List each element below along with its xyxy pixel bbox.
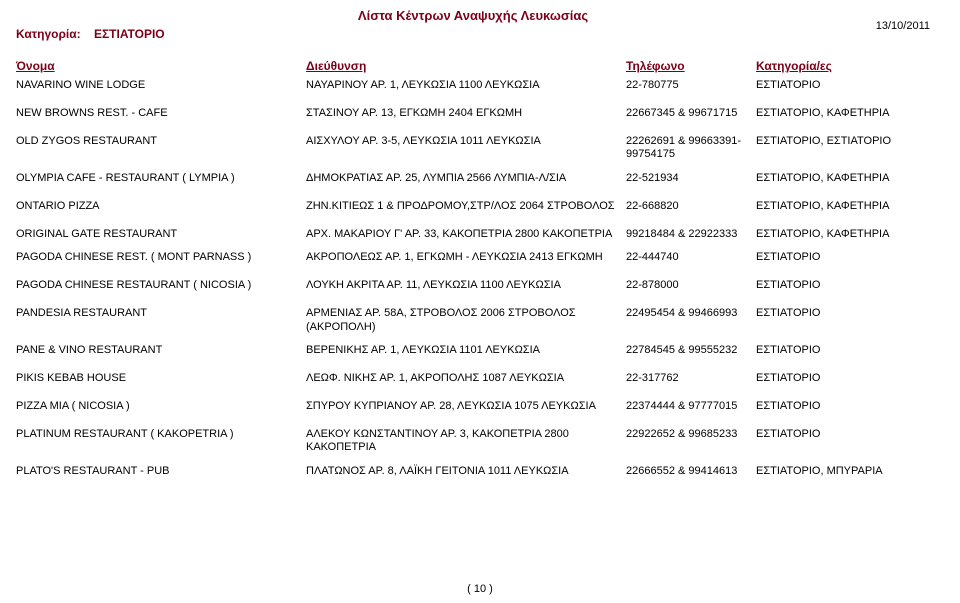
cell-category: ΕΣΤΙΑΤΟΡΙΟ [756,279,930,293]
report-page: Λίστα Κέντρων Αναψυχής Λευκωσίας 13/10/2… [0,0,960,603]
table-row: NAVARINO WINE LODGEΝΑΥΑΡΙΝΟΥ ΑΡ. 1, ΛΕΥΚ… [16,79,930,93]
cell-address: ΝΑΥΑΡΙΝΟΥ ΑΡ. 1, ΛΕΥΚΩΣΙΑ 1100 ΛΕΥΚΩΣΙΑ [306,79,626,93]
header-address: Διεύθυνση [306,59,366,73]
table-row: PIKIS KEBAB HOUSEΛΕΩΦ. ΝΙΚΗΣ ΑΡ. 1, ΑΚΡΟ… [16,372,930,386]
report-title: Λίστα Κέντρων Αναψυχής Λευκωσίας [16,8,930,23]
cell-phone: 22-668820 [626,200,756,214]
table-row: PANDESIA RESTAURANTΑΡΜΕΝΙΑΣ ΑΡ. 58Α, ΣΤΡ… [16,307,930,335]
cell-phone: 22-878000 [626,279,756,293]
cell-phone: 22495454 & 99466993 [626,307,756,321]
cell-name: NEW BROWNS REST. - CAFE [16,107,306,121]
cell-phone: 22666552 & 99414613 [626,465,756,479]
header-categories: Κατηγορία/ες [756,59,832,73]
cell-name: PAGODA CHINESE RESTAURANT ( NICOSIA ) [16,279,306,293]
cell-category: ΕΣΤΙΑΤΟΡΙΟ [756,400,930,414]
cell-category: ΕΣΤΙΑΤΟΡΙΟ [756,79,930,93]
cell-address: ΑΙΣΧΥΛΟΥ ΑΡ. 3-5, ΛΕΥΚΩΣΙΑ 1011 ΛΕΥΚΩΣΙΑ [306,135,626,149]
cell-phone: 22262691 & 99663391-99754175 [626,135,756,163]
category-value: ΕΣΤΙΑΤΟΡΙΟ [94,27,165,41]
cell-address: ΣΠΥΡΟΥ ΚΥΠΡΙΑΝΟΥ ΑΡ. 28, ΛΕΥΚΩΣΙΑ 1075 Λ… [306,400,626,414]
table-row: PAGODA CHINESE RESTAURANT ( NICOSIA )ΛΟΥ… [16,279,930,293]
report-date: 13/10/2011 [876,20,930,32]
page-footer: ( 10 ) [0,583,960,595]
table-row: PAGODA CHINESE REST. ( MONT PARNASS )ΑΚΡ… [16,251,930,265]
cell-category: ΕΣΤΙΑΤΟΡΙΟ [756,344,930,358]
cell-phone: 22-780775 [626,79,756,93]
cell-name: PLATINUM RESTAURANT ( KAKOPETRIA ) [16,428,306,442]
cell-address: ΑΚΡΟΠΟΛΕΩΣ ΑΡ. 1, ΕΓΚΩΜΗ - ΛΕΥΚΩΣΙΑ 2413… [306,251,626,265]
cell-category: ΕΣΤΙΑΤΟΡΙΟ, ΚΑΦΕΤΗΡΙΑ [756,228,930,242]
cell-address: ΔΗΜΟΚΡΑΤΙΑΣ ΑΡ. 25, ΛΥΜΠΙΑ 2566 ΛΥΜΠΙΑ-Λ… [306,172,626,186]
cell-address: ΒΕΡΕΝΙΚΗΣ ΑΡ. 1, ΛΕΥΚΩΣΙΑ 1101 ΛΕΥΚΩΣΙΑ [306,344,626,358]
cell-name: PAGODA CHINESE REST. ( MONT PARNASS ) [16,251,306,265]
cell-name: PLATO'S RESTAURANT - PUB [16,465,306,479]
cell-name: OLD ZYGOS RESTAURANT [16,135,306,149]
header-phone: Τηλέφωνο [626,59,685,73]
table-row: OLYMPIA CAFE - RESTAURANT ( LYMPIA )ΔΗΜΟ… [16,172,930,186]
table-row: ORIGINAL GATE RESTAURANTΑΡΧ. ΜΑΚΑΡΙΟΥ Γ'… [16,228,930,242]
cell-phone: 99218484 & 22922333 [626,228,756,242]
cell-name: ONTARIO PIZZA [16,200,306,214]
cell-category: ΕΣΤΙΑΤΟΡΙΟ, ΜΠΥΡΑΡΙΑ [756,465,930,479]
cell-category: ΕΣΤΙΑΤΟΡΙΟ [756,251,930,265]
cell-category: ΕΣΤΙΑΤΟΡΙΟ, ΚΑΦΕΤΗΡΙΑ [756,200,930,214]
cell-name: ORIGINAL GATE RESTAURANT [16,228,306,242]
cell-name: OLYMPIA CAFE - RESTAURANT ( LYMPIA ) [16,172,306,186]
cell-category: ΕΣΤΙΑΤΟΡΙΟ, ΕΣΤΙΑΤΟΡΙΟ [756,135,930,149]
cell-address: ΛΕΩΦ. ΝΙΚΗΣ ΑΡ. 1, ΑΚΡΟΠΟΛΗΣ 1087 ΛΕΥΚΩΣ… [306,372,626,386]
cell-name: PANDESIA RESTAURANT [16,307,306,321]
cell-category: ΕΣΤΙΑΤΟΡΙΟ [756,307,930,321]
table-row: PANE & VINO RESTAURANTΒΕΡΕΝΙΚΗΣ ΑΡ. 1, Λ… [16,344,930,358]
cell-name: PIZZA MIA ( NICOSIA ) [16,400,306,414]
table-row: PLATINUM RESTAURANT ( KAKOPETRIA )ΑΛΕΚΟΥ… [16,428,930,456]
rows-container: NAVARINO WINE LODGEΝΑΥΑΡΙΝΟΥ ΑΡ. 1, ΛΕΥΚ… [16,79,930,479]
cell-address: ΑΛΕΚΟΥ ΚΩΝΣΤΑΝΤΙΝΟΥ ΑΡ. 3, ΚΑΚΟΠΕΤΡΙΑ 28… [306,428,626,456]
header-name: Όνομα [16,59,55,73]
cell-name: PANE & VINO RESTAURANT [16,344,306,358]
cell-category: ΕΣΤΙΑΤΟΡΙΟ [756,372,930,386]
cell-phone: 22-317762 [626,372,756,386]
cell-name: NAVARINO WINE LODGE [16,79,306,93]
cell-name: PIKIS KEBAB HOUSE [16,372,306,386]
cell-category: ΕΣΤΙΑΤΟΡΙΟ [756,428,930,442]
category-label: Κατηγορία: [16,27,81,41]
cell-phone: 22-444740 [626,251,756,265]
cell-address: ΑΡΜΕΝΙΑΣ ΑΡ. 58Α, ΣΤΡΟΒΟΛΟΣ 2006 ΣΤΡΟΒΟΛ… [306,307,626,335]
cell-category: ΕΣΤΙΑΤΟΡΙΟ, ΚΑΦΕΤΗΡΙΑ [756,107,930,121]
category-line: Κατηγορία: ΕΣΤΙΑΤΟΡΙΟ [16,27,930,41]
cell-phone: 22784545 & 99555232 [626,344,756,358]
table-row: NEW BROWNS REST. - CAFEΣΤΑΣΙΝΟΥ ΑΡ. 13, … [16,107,930,121]
cell-phone: 22922652 & 99685233 [626,428,756,442]
cell-category: ΕΣΤΙΑΤΟΡΙΟ, ΚΑΦΕΤΗΡΙΑ [756,172,930,186]
table-row: ONTARIO PIZZAΖΗΝ.ΚΙΤΙΕΩΣ 1 & ΠΡΟΔΡΟΜΟΥ,Σ… [16,200,930,214]
cell-phone: 22374444 & 97777015 [626,400,756,414]
cell-address: ΣΤΑΣΙΝΟΥ ΑΡ. 13, ΕΓΚΩΜΗ 2404 ΕΓΚΩΜΗ [306,107,626,121]
column-headers: Όνομα Διεύθυνση Τηλέφωνο Κατηγορία/ες [16,59,930,73]
cell-address: ΖΗΝ.ΚΙΤΙΕΩΣ 1 & ΠΡΟΔΡΟΜΟΥ,ΣΤΡ/ΛΟΣ 2064 Σ… [306,200,626,214]
cell-address: ΑΡΧ. ΜΑΚΑΡΙΟΥ Γ' ΑΡ. 33, ΚΑΚΟΠΕΤΡΙΑ 2800… [306,228,626,242]
table-row: PIZZA MIA ( NICOSIA )ΣΠΥΡΟΥ ΚΥΠΡΙΑΝΟΥ ΑΡ… [16,400,930,414]
table-row: PLATO'S RESTAURANT - PUBΠΛΑΤΩΝΟΣ ΑΡ. 8, … [16,465,930,479]
cell-phone: 22667345 & 99671715 [626,107,756,121]
cell-address: ΛΟΥΚΗ ΑΚΡΙΤΑ ΑΡ. 11, ΛΕΥΚΩΣΙΑ 1100 ΛΕΥΚΩ… [306,279,626,293]
cell-address: ΠΛΑΤΩΝΟΣ ΑΡ. 8, ΛΑΪΚΗ ΓΕΙΤΟΝΙΑ 1011 ΛΕΥΚ… [306,465,626,479]
table-row: OLD ZYGOS RESTAURANTΑΙΣΧΥΛΟΥ ΑΡ. 3-5, ΛΕ… [16,135,930,163]
cell-phone: 22-521934 [626,172,756,186]
